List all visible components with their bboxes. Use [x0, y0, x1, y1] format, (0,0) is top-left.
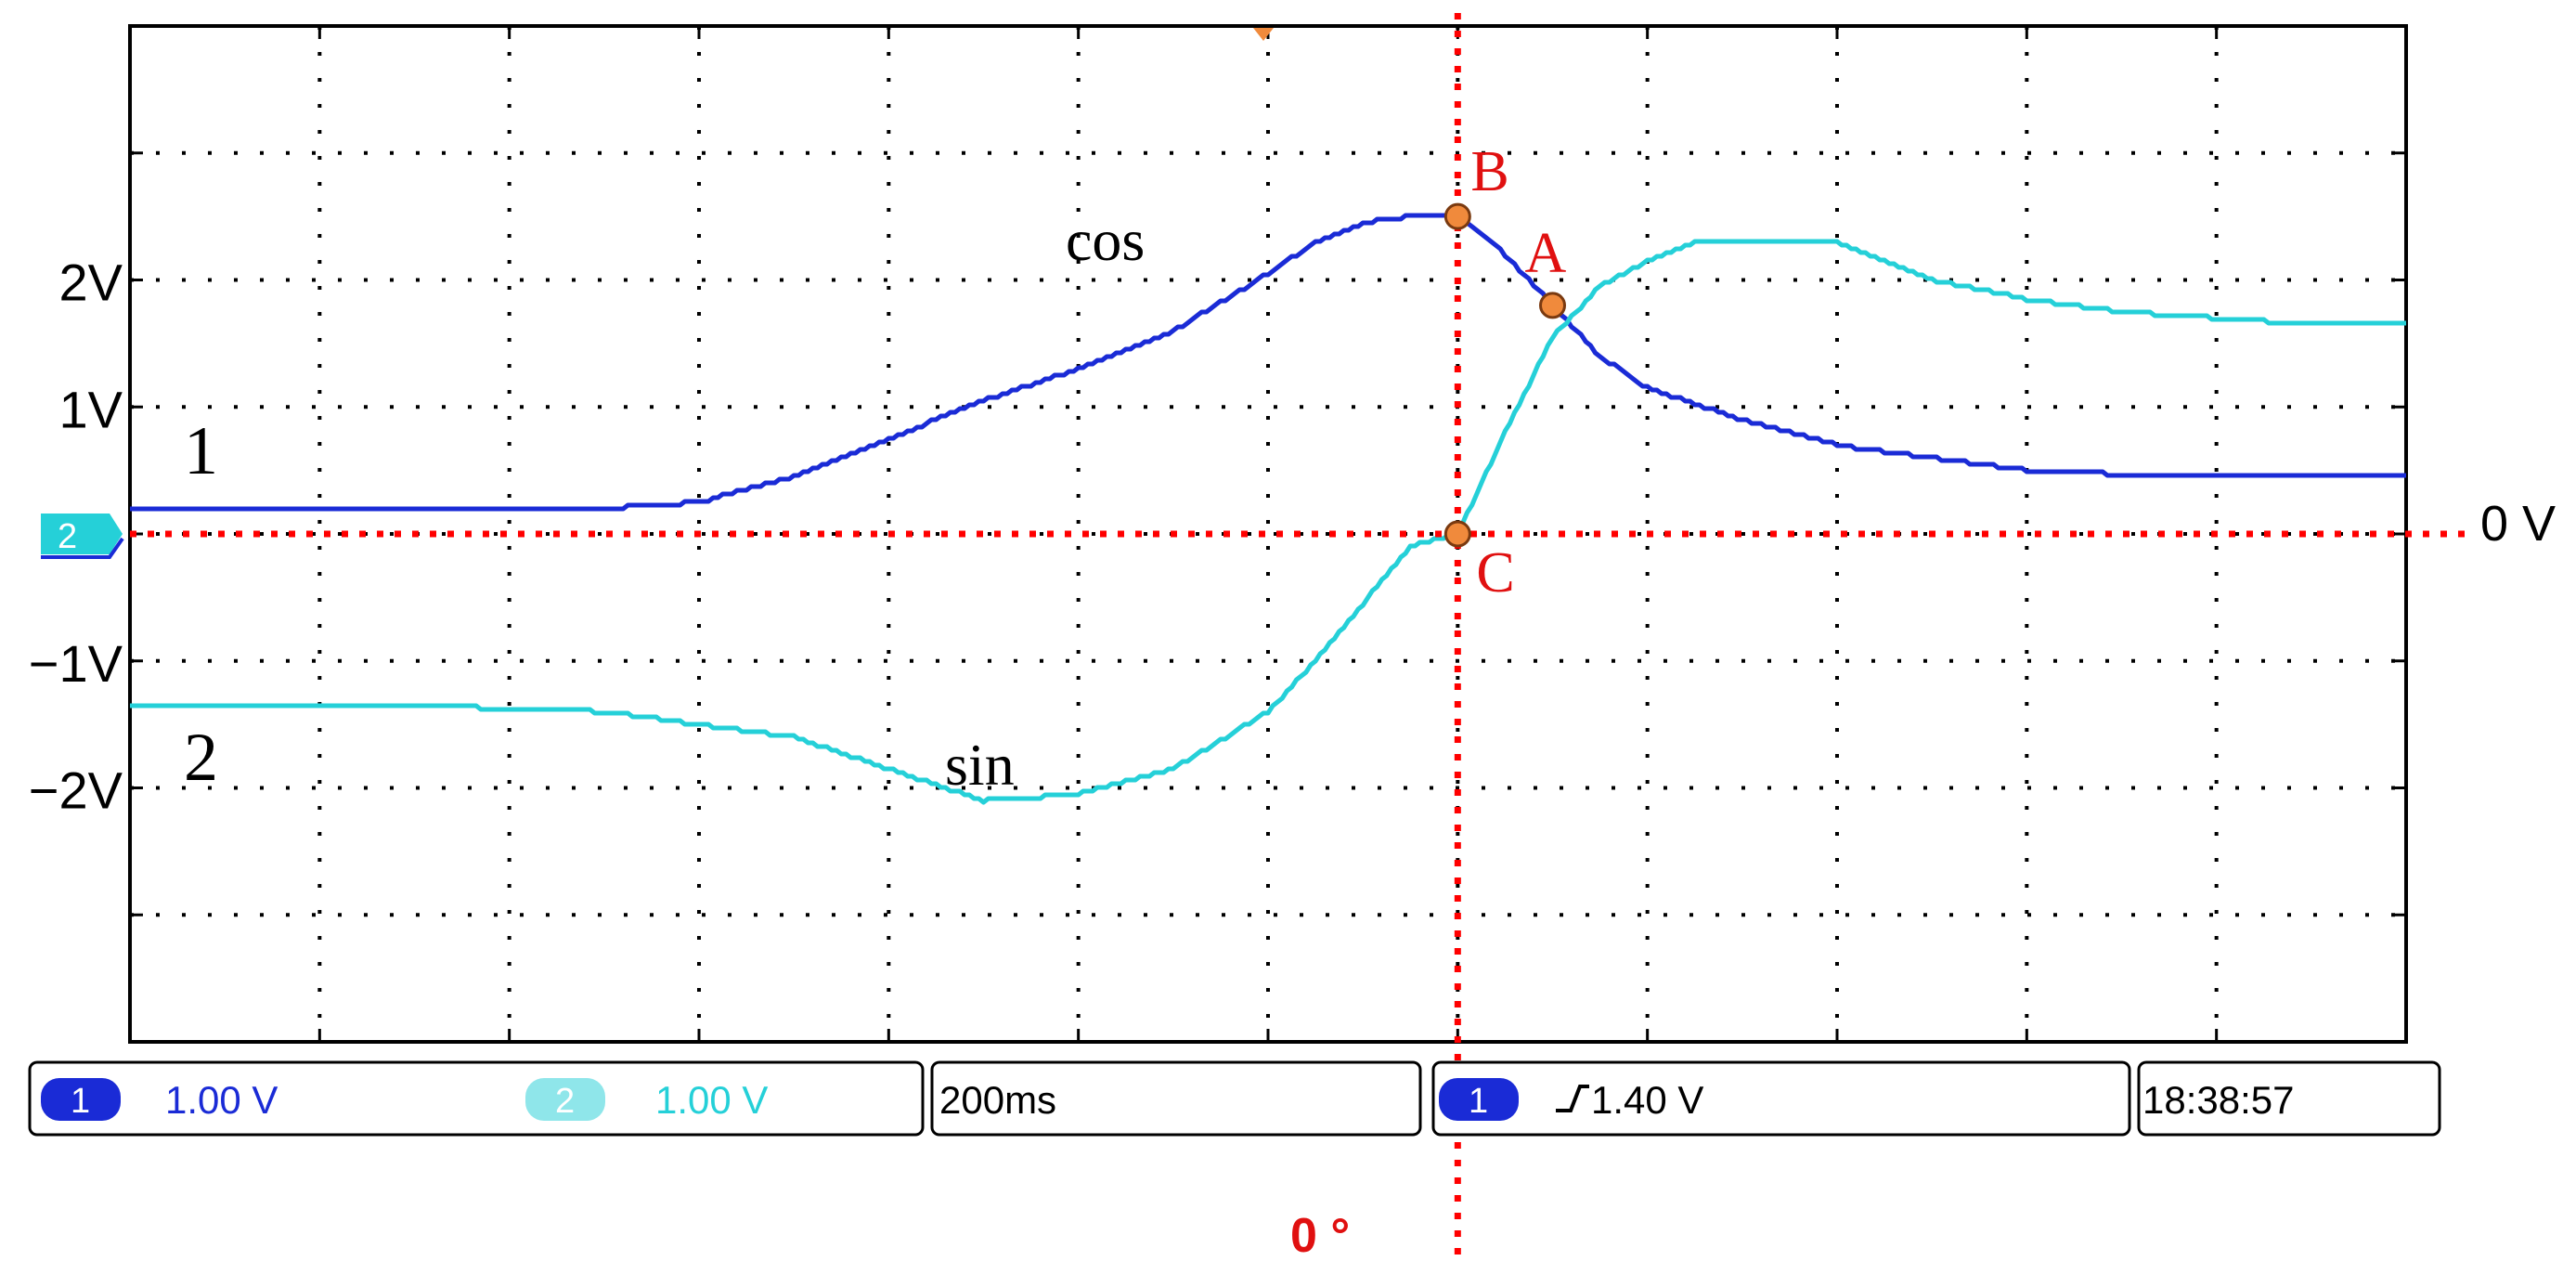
y-tick-label: −1V [29, 634, 123, 693]
reference-lines [130, 13, 2467, 1259]
status-box-clock [2137, 1060, 2441, 1137]
ch1-scale: 1.00 V [165, 1078, 278, 1122]
annotation-point-B [1443, 202, 1471, 230]
zero-degree-label: 0 ° [1290, 1209, 1350, 1263]
trigger-badge-label: 1 [1469, 1082, 1488, 1121]
series-label-sin: sin [945, 732, 1015, 798]
trace-cos [130, 213, 2406, 512]
status-bar: 1 1.00 V 2 1.00 V 200ms 1 1.40 V 18:38:5… [28, 1060, 2441, 1137]
rising-edge-icon [1556, 1085, 1589, 1112]
annotation-label-A: A [1525, 222, 1567, 285]
channel-2-offset-marker-label: 2 [58, 517, 77, 556]
annotation-label-C: C [1476, 541, 1514, 604]
ch1-badge[interactable] [41, 1078, 121, 1121]
ch2-badge[interactable] [525, 1078, 605, 1121]
timebase: 200ms [939, 1078, 1056, 1122]
annotation-points: BA C [1443, 140, 1567, 604]
annotation-point-A [1539, 292, 1566, 319]
ch1-badge-label: 1 [71, 1082, 90, 1121]
trigger-level: 1.40 V [1591, 1078, 1703, 1122]
clock: 18:38:57 [2142, 1078, 2295, 1122]
y-tick-label: −2V [29, 761, 123, 820]
ch2-badge-label: 2 [555, 1082, 575, 1121]
y-tick-label: 1V [59, 380, 123, 438]
channel-2-offset-marker[interactable]: 2 [41, 514, 124, 559]
graticule-frame [128, 24, 2408, 1044]
channel-2-label: 2 [184, 720, 218, 796]
series-label-cos: cos [1066, 207, 1145, 273]
zero-volt-label: 0 V [2480, 496, 2556, 552]
annotation-point-C [1443, 520, 1471, 548]
y-tick-label: 2V [59, 254, 123, 312]
status-box-timebase [930, 1060, 1422, 1137]
status-box-trigger [1431, 1060, 2131, 1137]
trace-sin [130, 239, 2406, 805]
annotation-label-B: B [1470, 140, 1508, 203]
traces [130, 213, 2406, 805]
channel-1-label: 1 [184, 413, 218, 489]
y-tick-labels: 2V 1V −1V −2V [29, 254, 123, 820]
graticule-grid [130, 26, 2406, 1042]
trigger-badge[interactable] [1439, 1078, 1519, 1121]
status-box-channels [28, 1060, 925, 1137]
ch2-scale: 1.00 V [655, 1078, 768, 1122]
trigger-position-marker[interactable] [1253, 28, 1274, 41]
